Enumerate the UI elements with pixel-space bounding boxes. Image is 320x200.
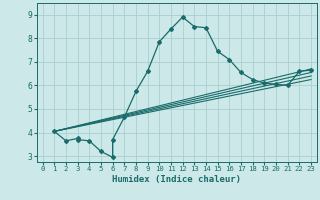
X-axis label: Humidex (Indice chaleur): Humidex (Indice chaleur) [112,175,241,184]
